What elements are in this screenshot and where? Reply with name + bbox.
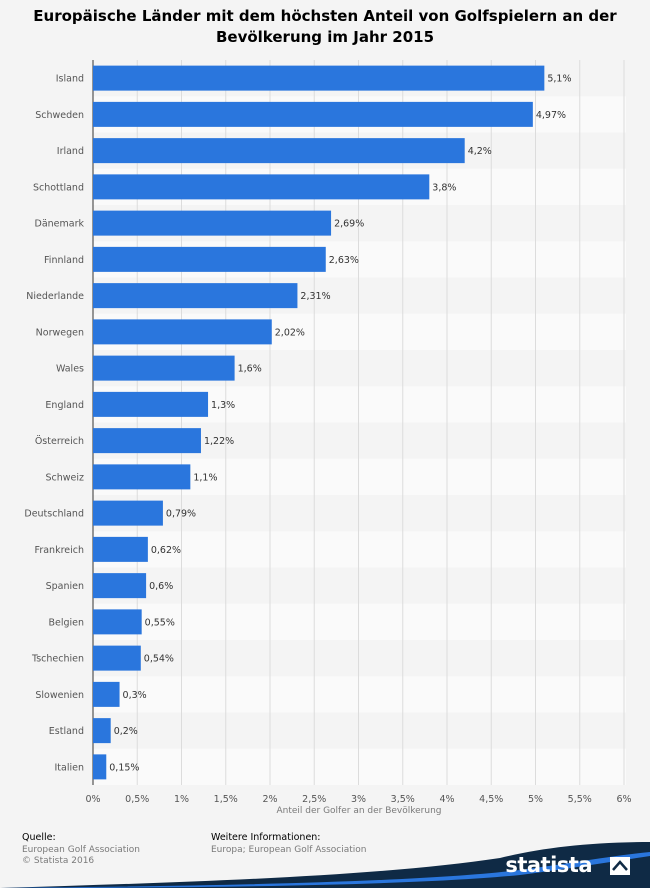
bar (93, 645, 141, 671)
x-tick-label: 5,5% (568, 794, 592, 805)
category-label: Niederlande (26, 291, 84, 302)
category-label: Wales (56, 364, 84, 375)
x-tick-label: 1% (174, 794, 189, 805)
value-label: 0,15% (109, 762, 139, 773)
bar (93, 355, 235, 381)
category-label: Österreich (35, 436, 84, 447)
x-tick-label: 0% (85, 794, 100, 805)
statista-logo-icon[interactable] (610, 857, 630, 875)
value-label: 0,55% (145, 617, 175, 628)
category-label: Schweiz (45, 472, 84, 483)
value-label: 3,8% (432, 182, 456, 193)
value-label: 1,1% (193, 472, 217, 483)
value-label: 2,31% (300, 291, 330, 302)
category-label: Schweden (35, 110, 84, 121)
source-heading: Quelle: (22, 832, 56, 843)
bar (93, 609, 142, 635)
source-block: Quelle: European Golf Association © Stat… (22, 832, 140, 867)
bar (93, 573, 147, 599)
chart-title: Europäische Länder mit dem höchsten Ante… (33, 7, 617, 46)
bar (93, 428, 201, 454)
bar (93, 500, 163, 526)
info-heading: Weitere Informationen: (211, 832, 321, 843)
bar (93, 718, 111, 744)
value-label: 4,2% (468, 146, 492, 157)
value-label: 2,63% (329, 255, 359, 266)
value-label: 4,97% (536, 110, 566, 121)
info-text: Europa; European Golf Association (211, 845, 367, 855)
category-label: Finnland (44, 255, 84, 266)
bar (93, 283, 298, 309)
value-label: 0,62% (151, 545, 181, 556)
value-label: 0,2% (114, 726, 138, 737)
copyright-text: © Statista 2016 (22, 856, 95, 866)
bar (93, 681, 120, 707)
category-label: England (45, 400, 84, 411)
value-label: 2,69% (334, 219, 364, 230)
bar (93, 101, 533, 127)
brand-banner (0, 842, 650, 888)
category-label: Frankreich (35, 545, 84, 556)
value-label: 0,79% (166, 509, 196, 520)
value-label: 0,3% (123, 690, 147, 701)
x-tick-label: 2% (262, 794, 277, 805)
x-tick-label: 2,5% (302, 794, 326, 805)
value-label: 2,02% (275, 327, 305, 338)
bar (93, 536, 148, 562)
category-label: Tschechien (31, 654, 84, 665)
category-label: Belgien (48, 617, 84, 628)
value-label: 1,3% (211, 400, 235, 411)
category-label: Italien (55, 762, 85, 773)
category-label: Dänemark (35, 219, 85, 230)
row-band (93, 748, 626, 785)
category-label: Deutschland (24, 509, 84, 520)
x-tick-label: 1,5% (214, 794, 238, 805)
category-label: Irland (57, 146, 84, 157)
x-axis-label: Anteil der Golfer an der Bevölkerung (276, 806, 441, 816)
category-label: Island (56, 74, 84, 85)
bar (93, 391, 209, 417)
category-label: Spanien (46, 581, 84, 592)
bar-chart: Island 5,1% Schweden 4,97% Irland 4,2% Schottl… (24, 60, 632, 816)
value-label: 1,22% (204, 436, 234, 447)
x-tick-label: 3,5% (391, 794, 415, 805)
category-label: Norwegen (36, 327, 84, 338)
row-band (93, 712, 626, 749)
value-label: 0,6% (149, 581, 173, 592)
row-band (93, 676, 626, 713)
bar (93, 138, 465, 164)
value-label: 5,1% (547, 74, 571, 85)
bar (93, 210, 332, 236)
statista-logo[interactable]: statista (505, 853, 592, 877)
x-tick-label: 3% (351, 794, 366, 805)
category-label: Slowenien (35, 690, 84, 701)
bar (93, 319, 272, 345)
x-tick-label: 4,5% (479, 794, 503, 805)
category-label: Schottland (33, 182, 84, 193)
value-label: 0,54% (144, 654, 174, 665)
x-tick-label: 6% (616, 794, 631, 805)
bar (93, 246, 326, 272)
bar (93, 174, 430, 200)
bar (93, 464, 191, 490)
category-label: Estland (49, 726, 84, 737)
x-tick-label: 5% (528, 794, 543, 805)
x-tick-label: 0,5% (125, 794, 149, 805)
source-text: European Golf Association (22, 845, 140, 855)
x-tick-label: 4% (439, 794, 454, 805)
bar (93, 65, 545, 91)
value-label: 1,6% (238, 364, 262, 375)
info-block: Weitere Informationen: Europa; European … (211, 832, 367, 856)
bar (93, 754, 107, 780)
